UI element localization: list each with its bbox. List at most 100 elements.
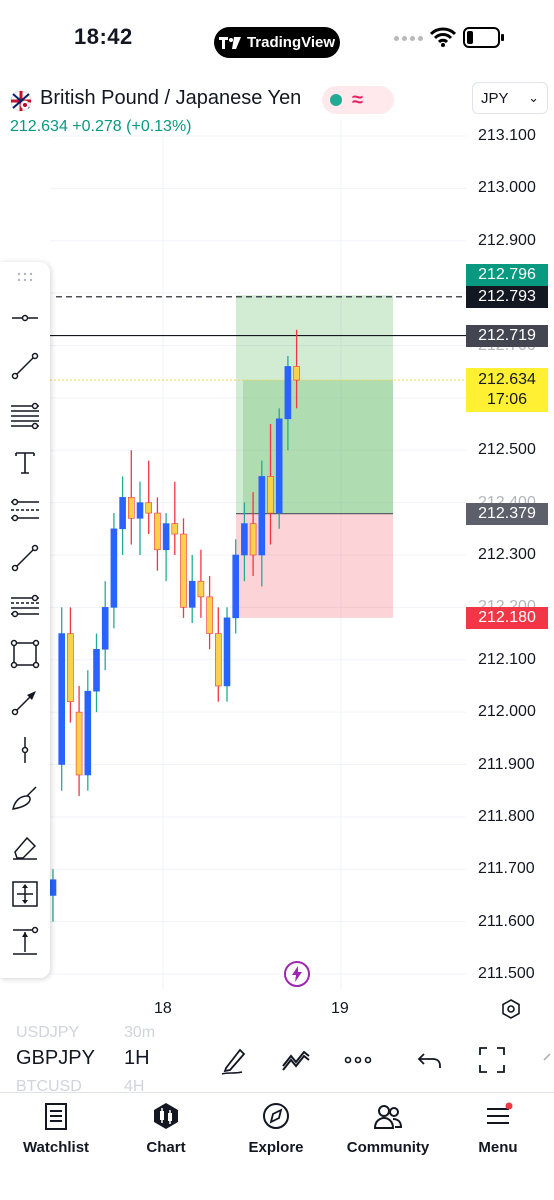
candle-body [293,366,300,381]
target-price-tag: 212.796 [466,264,548,286]
chart-icon [154,1103,178,1129]
interval-selector[interactable]: 1H [124,1047,150,1069]
candle-body [275,418,283,514]
y-axis-label: 212.100 [478,650,536,668]
symbol-interval-bar: GBPJPY 1H [0,1036,554,1086]
symbol-selector[interactable]: GBPJPY [16,1047,95,1069]
symbol-header[interactable]: British Pound / Japanese Yen ≈ 212.634 +… [10,86,394,140]
undo-icon[interactable] [414,1044,446,1076]
tab-watchlist[interactable]: Watchlist [6,1101,106,1171]
tab-community[interactable]: Community [338,1101,438,1171]
currency-select[interactable]: JPY ⌄ [472,82,548,114]
x-axis-label-18: 18 [154,1000,172,1017]
tab-menu-label: Menu [478,1139,518,1156]
candle-body [101,607,109,650]
candle-body [49,879,57,896]
battery-icon [463,27,504,48]
price-chart[interactable] [0,0,554,1030]
x-axis-label-19: 19 [331,1000,349,1017]
cellular-signal-icon [394,36,423,41]
projection-tool[interactable] [7,588,43,624]
drawing-toolbar [0,262,50,978]
wifi-icon [430,27,456,47]
market-status-pill[interactable]: ≈ [322,86,394,114]
y-axis-label: 211.900 [478,755,535,773]
candle-body [215,633,222,687]
candle-body [171,523,179,535]
fullscreen-icon[interactable] [476,1044,508,1076]
fib-tool[interactable] [7,396,43,432]
vertical-line-tool[interactable] [7,732,43,768]
price-range-icon [13,926,39,955]
rectangle-tool[interactable] [7,636,43,672]
y-axis-label: 211.500 [478,965,535,982]
horizontal-line-price-tag: 212.719 [466,325,548,347]
tab-explore-label: Explore [248,1139,304,1156]
fib-retracement-icon [11,402,39,430]
candle-body [67,633,74,702]
long-position-icon [11,498,39,522]
bar-countdown: 17:06 [486,391,528,408]
candle-body [267,476,274,514]
candle-body [241,523,248,556]
app-pill-label: TradingView [246,34,336,51]
candle-body [128,497,135,519]
ray-tool[interactable] [7,540,43,576]
tab-chart[interactable]: Chart [116,1101,216,1171]
tradingview-logo-icon [218,36,241,49]
drag-handle-icon[interactable] [16,272,34,282]
ray-icon [11,544,39,572]
price-change-line: 212.634 +0.278 (+0.13%) [10,118,192,136]
candle-body [258,476,266,556]
arrow-tool[interactable] [7,684,43,720]
arrow-icon [11,691,36,716]
scroll-arrow-icon[interactable] [536,1044,554,1076]
gbp-jpy-flag-icon [10,90,32,112]
text-tool[interactable] [7,444,43,480]
candle-body [58,633,66,765]
chart-settings-icon[interactable] [500,998,522,1020]
y-axis-label: 212.300 [478,546,536,563]
candle-body [84,690,92,776]
date-price-range-tool[interactable] [7,924,43,960]
y-axis-label: 213.000 [478,179,536,197]
price-change-pct: (+0.13%) [126,118,192,135]
lightning-icon[interactable] [283,960,311,988]
ghost-interval-2: 4H [124,1078,145,1095]
candle-body [249,523,257,556]
trend-line-tool[interactable] [7,348,43,384]
stop-price-tag: 212.180 [466,607,548,629]
y-axis-label: 213.100 [478,127,536,144]
dynamic-island-tradingview: TradingView [214,27,340,58]
long-position-tool[interactable] [7,492,43,528]
text-icon [15,452,35,474]
crosshair-tool[interactable] [7,300,43,336]
ghost-symbol-1: USDJPY [16,1024,80,1041]
currency-value: JPY [481,89,509,107]
candle-body [119,497,126,530]
measure-tool[interactable] [7,876,43,912]
y-axis-label: 211.700 [478,860,535,878]
candle-body [154,512,161,551]
y-axis-label: 211.800 [478,807,535,825]
status-bar: 18:42 TradingView [0,0,554,80]
candle-body [232,554,239,619]
tab-watchlist-label: Watchlist [22,1139,90,1156]
projection-icon [11,594,39,618]
current-price-value: 212.634 [478,371,536,388]
y-axis-label: 211.600 [478,912,535,930]
highlighter-tool[interactable] [7,828,43,864]
candle-body [180,533,187,608]
candle-body [93,648,100,692]
more-options-icon[interactable] [342,1044,374,1076]
candle-body [145,502,152,514]
tab-explore[interactable]: Explore [226,1101,326,1171]
draw-pen-icon[interactable] [218,1044,250,1076]
trend-line-icon [11,352,39,380]
brush-tool[interactable] [7,780,43,816]
watchlist-icon [45,1103,67,1130]
last-price: 212.634 [10,118,68,135]
tab-menu[interactable]: Menu [448,1101,548,1171]
indicators-icon[interactable] [280,1044,312,1076]
tab-chart-label: Chart [146,1139,186,1156]
